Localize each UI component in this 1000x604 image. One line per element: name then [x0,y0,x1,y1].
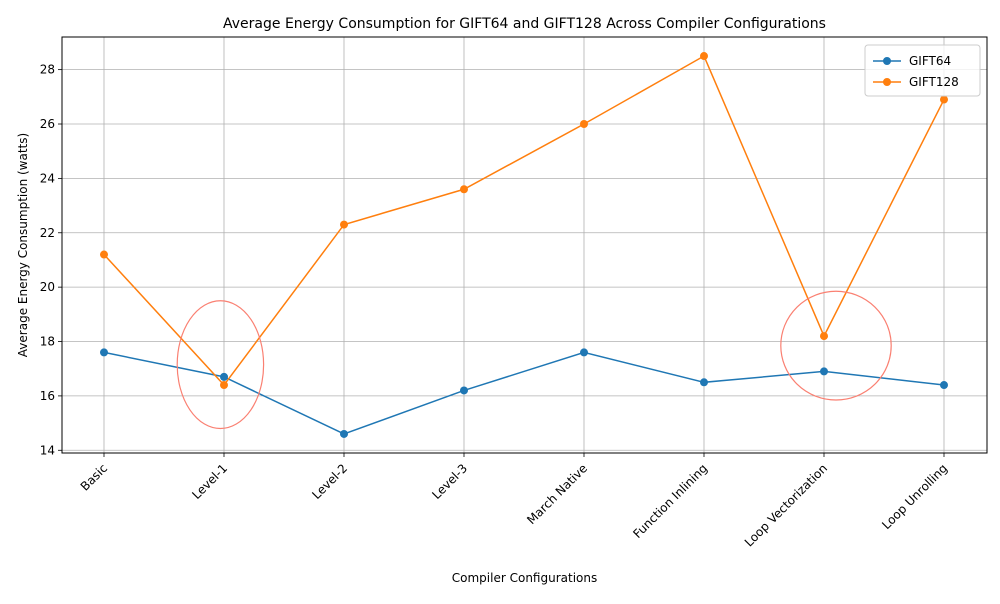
annotation-layer [176,290,892,430]
y-tick-label: 28 [40,63,55,77]
y-tick-label: 16 [40,389,55,403]
y-tick-label: 24 [40,171,55,185]
y-tick-label: 14 [40,443,55,457]
x-axis-label: Compiler Configurations [452,571,597,585]
data-point-gift64 [820,367,828,376]
y-tick-label: 20 [40,280,55,294]
legend: GIFT64 GIFT128 [864,44,981,97]
plot-area [62,37,987,453]
data-point-gift64 [700,378,708,387]
data-point-gift64 [580,348,588,357]
data-point-gift128 [580,120,588,129]
plot-frame [61,36,988,454]
legend-label-gift64: GIFT64 [909,54,951,68]
series-line-gift128 [103,54,945,387]
data-point-gift128 [940,95,948,104]
y-axis-label: Average Energy Consumption (watts) [16,133,30,357]
data-point-gift128 [100,250,108,259]
highlight-ellipse [780,290,892,401]
data-point-gift64 [940,381,948,390]
chart-title: Average Energy Consumption for GIFT64 an… [223,16,826,32]
data-point-gift64 [220,372,228,381]
data-point-gift64 [460,386,468,395]
highlight-ellipse [176,300,265,430]
legend-marker-gift128 [883,78,891,86]
series-line-gift64 [103,351,945,435]
data-point-gift128 [220,381,228,390]
legend-box [864,44,981,97]
data-point-gift128 [820,332,828,341]
data-point-gift64 [100,348,108,357]
grid-layer [62,37,987,453]
legend-label-gift128: GIFT128 [909,75,959,89]
y-tick-label: 22 [40,226,55,240]
y-tick-label: 26 [40,117,55,131]
data-point-gift64 [340,429,348,438]
data-point-gift128 [340,220,348,229]
series-layer [100,52,948,438]
data-point-gift128 [460,185,468,194]
legend-marker-gift64 [883,57,891,65]
data-point-gift128 [700,52,708,61]
y-tick-label: 18 [40,335,55,349]
